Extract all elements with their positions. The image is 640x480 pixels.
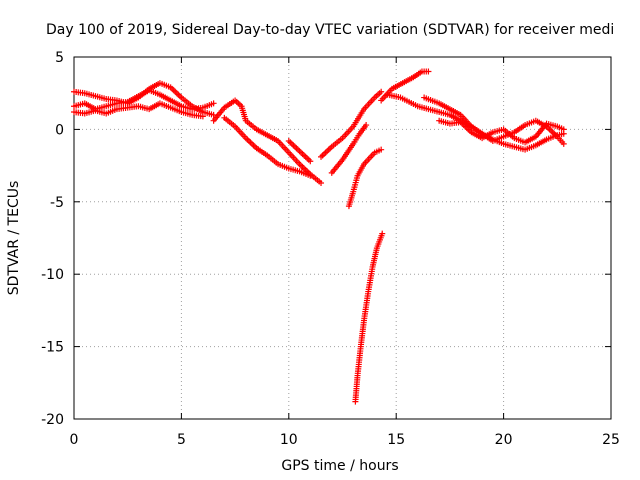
data-point [199,113,206,120]
x-tick-label: 5 [177,432,186,448]
x-tick-label: 15 [387,432,405,448]
y-tick-label: -5 [50,195,64,211]
y-tick-label: -20 [41,412,64,428]
data-point [307,158,314,165]
data-point [318,179,325,186]
chart-title: Day 100 of 2019, Sidereal Day-to-day VTE… [46,22,614,38]
y-tick-label: 5 [55,50,64,66]
series-track-4 [210,97,325,186]
series-track-2 [71,87,217,113]
data-point [307,172,314,179]
x-axis-title: GPS time / hours [281,458,398,474]
x-tick-label: 25 [602,432,620,448]
data-point [378,146,385,153]
x-tick-label: 10 [280,432,298,448]
grid [74,57,611,419]
series-track-8 [345,146,385,210]
series-track-11 [378,68,432,104]
series-track-14 [436,117,567,146]
y-tick-label: 0 [55,122,64,138]
data-point [560,140,567,147]
series-track-10 [352,230,386,405]
x-tick-label: 0 [70,432,79,448]
series-track-5 [221,114,314,179]
data-point [560,126,567,133]
series-track-9 [328,122,370,176]
series-track-3 [71,100,206,120]
series-track-7 [318,88,385,160]
data-point [378,88,385,95]
y-tick-label: -15 [41,340,64,356]
x-tick-label: 20 [495,432,513,448]
plot-frame [73,56,612,420]
series-track-6 [285,137,314,165]
y-axis-title: SDTVAR / TECUs [6,181,22,296]
data-point [363,122,370,129]
data-point [210,100,217,107]
y-tick-label: -10 [41,267,64,283]
data-points [71,68,567,405]
data-point [425,68,432,75]
data-point [379,230,386,237]
axis-ticks: 0 5 10 15 20 25 -20 -15 -10 -5 0 5 [41,50,620,448]
